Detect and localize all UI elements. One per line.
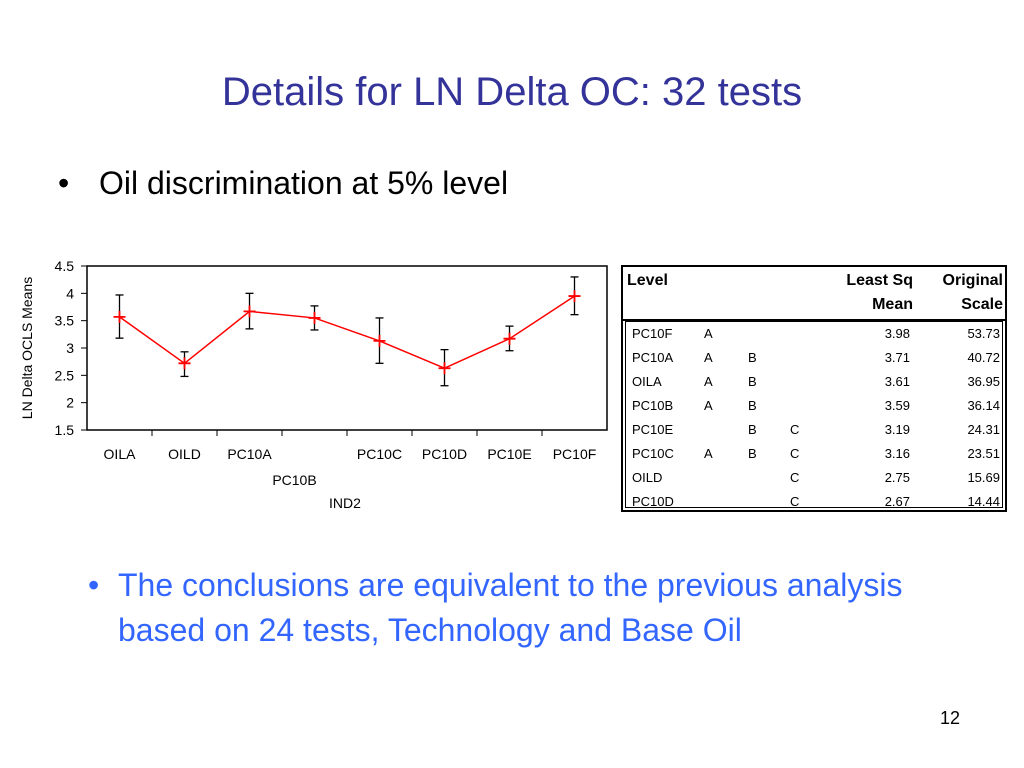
table-cell-level: PC10F	[632, 326, 673, 341]
table-cell-orig: 23.51	[967, 446, 1000, 461]
table-cell-level: PC10E	[632, 422, 674, 437]
table-cell-orig: 14.44	[967, 494, 1000, 509]
table-row: OILA A B 3.61 36.95	[626, 370, 1002, 394]
table-cell-a: A	[704, 326, 713, 341]
table-cell-level: PC10C	[632, 446, 674, 461]
ls-means-table: Level Least Sq Mean Original Scale PC10F…	[621, 265, 1007, 512]
y-axis-label: LN Delta OCLS Means	[19, 277, 35, 419]
x-tick-label: PC10D	[422, 446, 467, 462]
table-cell-level: OILA	[632, 374, 662, 389]
x-tick-label: OILA	[104, 446, 137, 462]
bullet-conclusions: • The conclusions are equivalent to the …	[88, 563, 968, 653]
slide-number: 12	[939, 708, 960, 728]
x-tick-label: PC10E	[487, 446, 531, 462]
table-cell-mean: 2.75	[884, 470, 910, 485]
table-cell-mean: 3.71	[884, 350, 910, 365]
table-cell-level: PC10A	[632, 350, 674, 365]
table-row: OILD C 2.75 15.69	[626, 466, 1002, 490]
table-row: PC10D C 2.67 14.44	[626, 490, 1002, 514]
mean-point	[503, 332, 516, 345]
table-cell-orig: 15.69	[967, 470, 1000, 485]
table-cell-level: OILD	[632, 470, 663, 485]
y-tick-label: 4.5	[55, 258, 75, 274]
y-tick-label: 2	[66, 395, 74, 411]
plot-frame	[86, 265, 608, 431]
mean-point	[373, 334, 386, 347]
bullet-dot-icon: •	[88, 567, 100, 603]
x-tick-label: PC10B	[272, 472, 316, 488]
table-cell-c: C	[790, 422, 800, 437]
table-cell-level: PC10D	[632, 494, 674, 509]
table-body: PC10F A 3.98 53.73 PC10A A B 3.71 40.72 OILA A B 3.6…	[625, 321, 1003, 509]
x-tick-label: PC10C	[357, 446, 402, 462]
x-tick-label: OILD	[168, 446, 201, 462]
table-cell-a: A	[704, 350, 713, 365]
table-header: Level Least Sq Mean Original Scale	[623, 267, 1005, 321]
table-row: PC10C A B C 3.16 23.51	[626, 442, 1002, 466]
table-cell-orig: 40.72	[967, 350, 1000, 365]
table-cell-orig: 24.31	[967, 422, 1000, 437]
table-cell-mean: 3.59	[884, 398, 910, 413]
y-tick-label: 1.5	[55, 422, 75, 438]
mean-point	[438, 362, 451, 375]
header-orig-line2: Scale	[961, 296, 1003, 313]
table-cell-mean: 3.16	[884, 446, 910, 461]
table-cell-level: PC10B	[632, 398, 674, 413]
table-cell-mean: 3.98	[884, 326, 910, 341]
table-cell-c: C	[790, 470, 800, 485]
header-level: Level	[627, 272, 668, 289]
bullet-text: Oil discrimination at 5% level	[99, 165, 509, 201]
mean-point	[113, 310, 126, 323]
bullet-text: The conclusions are equivalent to the pr…	[118, 567, 903, 648]
table-cell-mean: 2.67	[884, 494, 910, 509]
table-row: PC10A A B 3.71 40.72	[626, 346, 1002, 370]
table-cell-b: B	[748, 446, 757, 461]
header-mean-line1: Least Sq	[846, 272, 913, 289]
table-cell-b: B	[748, 350, 757, 365]
table-cell-a: A	[704, 398, 713, 413]
mean-point	[243, 305, 256, 318]
table-row: PC10E B C 3.19 24.31	[626, 418, 1002, 442]
table-cell-b: B	[748, 374, 757, 389]
x-axis-label: IND2	[329, 495, 361, 511]
table-cell-c: C	[790, 494, 800, 509]
table-cell-a: A	[704, 374, 713, 389]
x-tick-label: PC10A	[227, 446, 272, 462]
x-tick-label: PC10F	[553, 446, 597, 462]
table-cell-a: A	[704, 446, 713, 461]
table-cell-orig: 53.73	[967, 326, 1000, 341]
table-row: PC10B A B 3.59 36.14	[626, 394, 1002, 418]
table-row: PC10F A 3.98 53.73	[626, 322, 1002, 346]
means-line	[119, 295, 575, 370]
y-tick-label: 3	[66, 340, 74, 356]
table-cell-mean: 3.61	[884, 374, 910, 389]
header-orig-line1: Original	[942, 272, 1003, 289]
header-mean-line2: Mean	[872, 296, 913, 313]
y-tick-label: 2.5	[55, 367, 75, 383]
mean-point	[178, 357, 191, 370]
table-cell-c: C	[790, 446, 800, 461]
table-cell-b: B	[748, 398, 757, 413]
slide-title: Details for LN Delta OC: 32 tests	[221, 70, 803, 114]
table-cell-orig: 36.14	[967, 398, 1000, 413]
table-cell-orig: 36.95	[967, 374, 1000, 389]
y-tick-label: 3.5	[55, 313, 75, 329]
table-cell-b: B	[748, 422, 757, 437]
table-cell-mean: 3.19	[884, 422, 910, 437]
y-tick-label: 4	[66, 285, 74, 301]
bullet-dot-icon: •	[58, 165, 70, 201]
mean-point	[568, 290, 581, 303]
mean-point	[308, 311, 321, 324]
